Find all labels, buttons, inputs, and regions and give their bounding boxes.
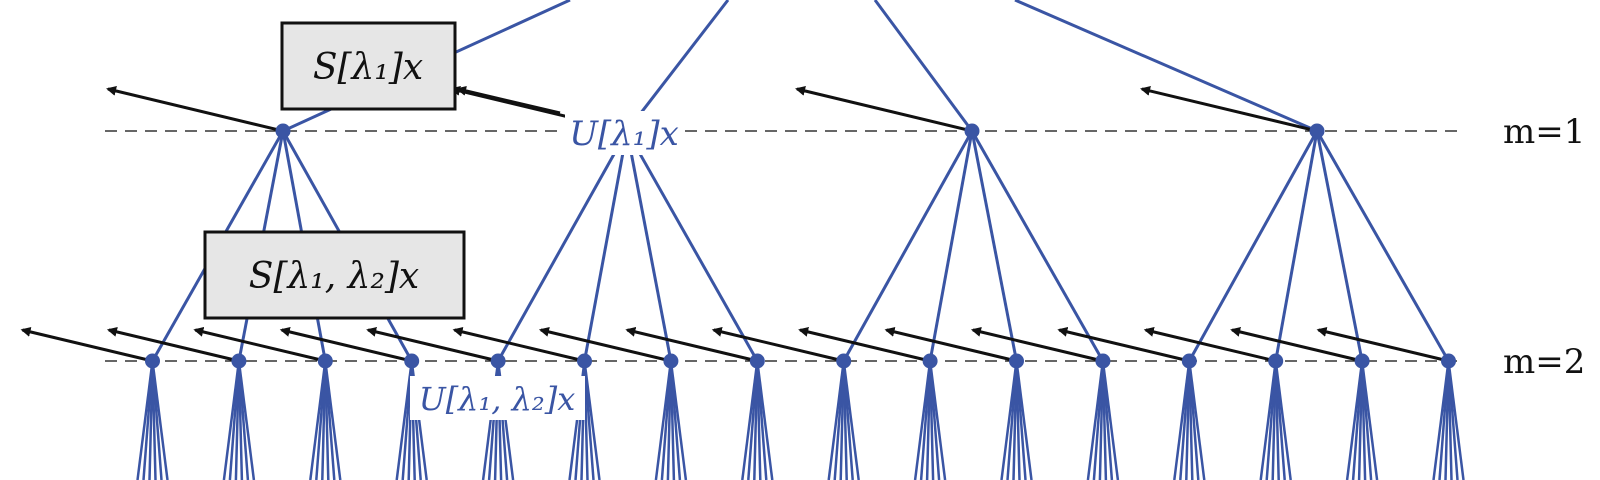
level2-node	[404, 353, 420, 369]
level1-to-level2-edge	[928, 130, 974, 362]
level2-fanout-edge	[583, 360, 601, 480]
level1-output-arrow	[456, 85, 561, 115]
level2-fanout-edge	[669, 360, 688, 480]
level1-to-level2-edge	[583, 130, 629, 362]
level2-fanout-edge	[1274, 360, 1292, 480]
level2-output-arrow	[1057, 326, 1190, 363]
level2-output-arrow	[625, 326, 758, 363]
level2-fanout-edge	[1015, 360, 1033, 480]
s-lambda1-box: S[λ₁]x	[280, 21, 457, 111]
level1-to-level2-edge	[970, 130, 1018, 362]
level2-fanout-edge	[756, 360, 774, 480]
level2-node	[231, 353, 247, 369]
s-lambda1-lambda2-box: S[λ₁, λ₂]x	[203, 230, 466, 320]
level2-output-arrow	[193, 326, 326, 363]
level1-to-level2-edge	[1274, 130, 1319, 362]
level2-output-arrow	[20, 326, 153, 363]
u-lambda1-label: U[λ₁]x	[569, 114, 679, 154]
level2-node	[145, 353, 160, 369]
level2-fanout-edge	[1101, 360, 1120, 480]
level2-fanout-edge	[237, 360, 256, 480]
u-lambda1-label-group: U[λ₁]x	[565, 111, 683, 155]
level2-node	[490, 353, 506, 369]
level2-fanout-edge	[324, 360, 342, 480]
root-edge	[873, 0, 974, 132]
level2-output-arrow	[711, 326, 845, 363]
s-lambda1-lambda2-label: S[λ₁, λ₂]x	[249, 256, 419, 297]
u-lambda1-lambda2-label: U[λ₁, λ₂]x	[419, 380, 576, 418]
level2-output-arrow	[452, 326, 585, 363]
level2-fanout-edge	[1188, 360, 1206, 480]
level2-output-arrow	[366, 326, 499, 363]
level1-to-level2-edge	[496, 130, 629, 362]
level2-node	[1009, 353, 1024, 369]
level-m1-label: m=1	[1503, 112, 1585, 152]
level2-fanout-edge	[151, 360, 169, 480]
level2-node	[1354, 353, 1370, 369]
level2-node	[663, 353, 679, 369]
root-edge	[1014, 0, 1318, 133]
level2-output-arrow	[884, 326, 1017, 363]
level2-node	[922, 353, 938, 369]
output-arrows	[20, 85, 1449, 363]
level1-to-level2-edge	[625, 130, 673, 362]
level1-to-level2-edge	[1315, 130, 1450, 362]
root-edge	[625, 0, 730, 132]
u-lambda1-lambda2-label-group: U[λ₁, λ₂]x	[410, 376, 585, 420]
level1-output-arrow	[1140, 86, 1318, 133]
s-lambda1-label: S[λ₁]x	[313, 47, 423, 88]
level2-output-arrow	[798, 326, 931, 363]
level1-to-level2-edge	[1187, 130, 1319, 362]
level1-to-level2-edge	[625, 130, 759, 362]
level2-node	[577, 353, 592, 369]
level2-node	[836, 353, 852, 369]
level1-node	[964, 123, 980, 139]
level2-fanout-edge	[842, 360, 860, 480]
level2-fanout-edge	[1360, 360, 1379, 480]
level1-output-arrow	[795, 86, 973, 133]
level1-output-arrow	[106, 86, 284, 133]
level1-to-level2-edge	[970, 130, 1105, 362]
level2-node	[1095, 353, 1111, 369]
level2-output-arrow	[279, 326, 413, 363]
level2-fanout-edge	[928, 360, 947, 480]
level2-node	[1181, 353, 1197, 369]
level2-output-arrow	[1143, 326, 1277, 363]
level2-output-arrow	[1230, 326, 1363, 363]
tree-edges	[136, 0, 1465, 480]
level1-to-level2-edge	[1315, 130, 1364, 362]
level2-node	[317, 353, 333, 369]
level2-fanout-edge	[1447, 360, 1465, 480]
level2-node	[749, 353, 765, 369]
level2-output-arrow	[970, 326, 1104, 363]
level2-output-arrow	[538, 326, 672, 363]
level2-output-arrow	[106, 326, 240, 363]
level2-output-arrow	[1316, 326, 1449, 363]
level1-to-level2-edge	[842, 130, 974, 362]
level1-node	[1309, 123, 1325, 139]
level2-node	[1441, 353, 1456, 369]
level1-node	[275, 123, 291, 139]
level2-node	[1268, 353, 1284, 369]
level-m2-label: m=2	[1503, 342, 1585, 382]
